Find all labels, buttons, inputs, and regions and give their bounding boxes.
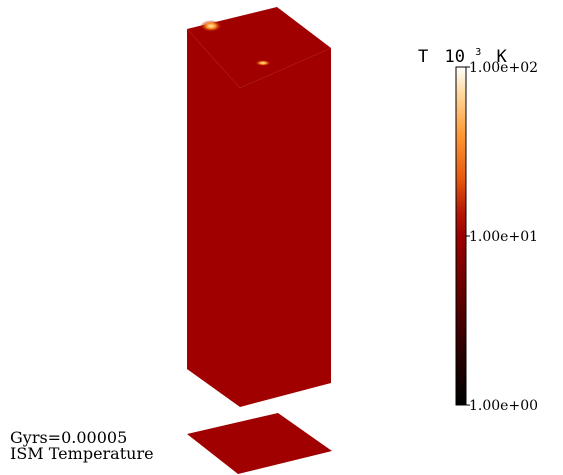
floor-slice	[187, 413, 332, 474]
volume-front-face	[187, 29, 240, 407]
simulation-volume	[187, 7, 331, 407]
time-label: Gyrs=0.00005	[10, 428, 127, 447]
colorbar-title: T 10 3 K	[418, 40, 508, 67]
colorbar-gradient	[455, 66, 467, 406]
colorbar: T 10 3 K 1.00e+02 1.00e+01 1.00e+00	[418, 40, 538, 414]
colorbar-ticks: 1.00e+02 1.00e+01 1.00e+00	[466, 60, 538, 414]
quantity-label: ISM Temperature	[10, 444, 154, 463]
colorbar-tick-label: 1.00e+00	[469, 398, 538, 414]
hotspot-top-left	[200, 20, 222, 32]
colorbar-tick-label: 1.00e+02	[469, 60, 538, 76]
hotspot-top-center	[255, 60, 271, 66]
volume-top-face	[187, 7, 331, 88]
volume-side-face	[240, 48, 331, 407]
colorbar-tick-label: 1.00e+01	[469, 229, 538, 245]
